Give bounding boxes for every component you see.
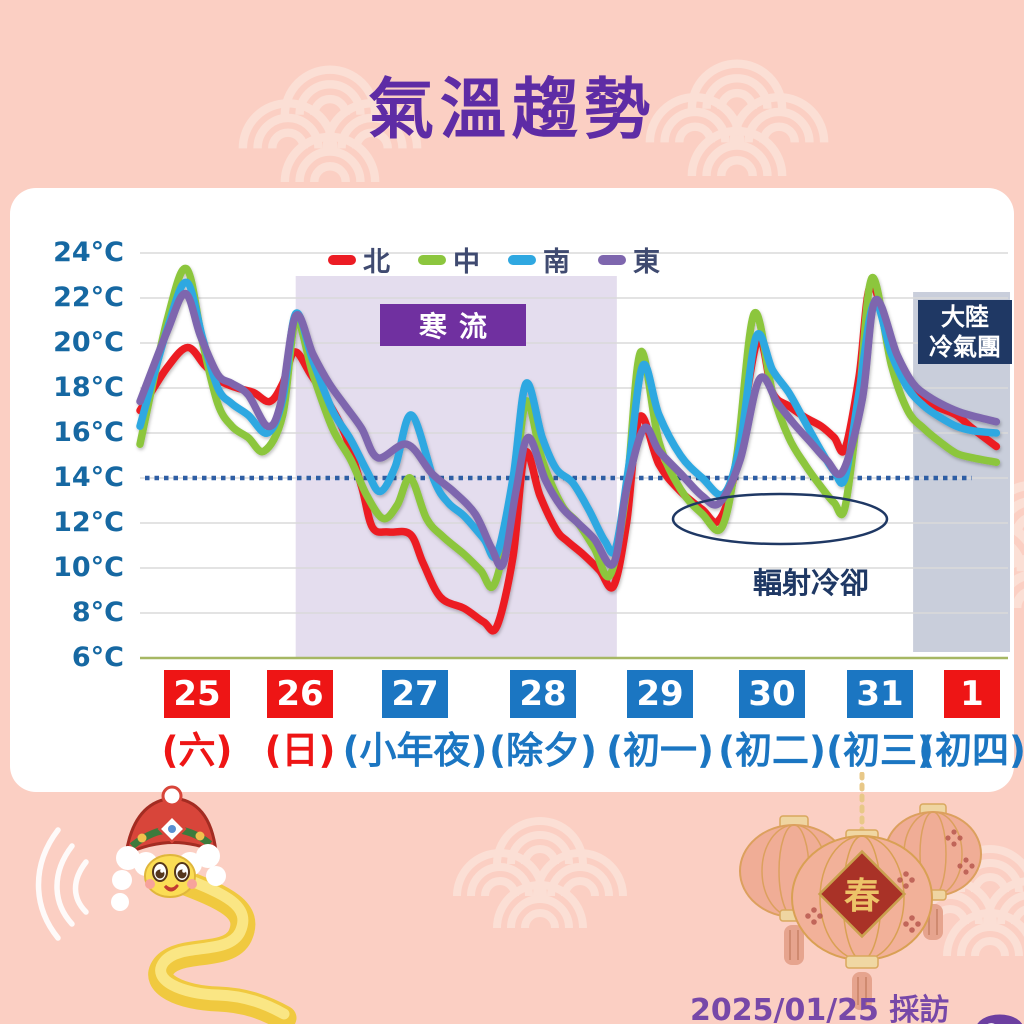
legend-item-中: 中: [418, 240, 480, 279]
y-tick-label: 22°C: [53, 282, 124, 313]
cold-wave-label: 寒流: [380, 304, 526, 346]
legend-label: 南: [543, 247, 570, 278]
date-box-26: 26: [267, 670, 333, 718]
y-tick-label: 16°C: [53, 417, 124, 448]
radiative-cooling-label: 輻射冷卻: [752, 566, 869, 600]
date-weekday-label: (小年夜): [342, 729, 488, 772]
temperature-series: [136, 264, 1001, 635]
plum-blossoms: [805, 871, 921, 933]
snake-lion-dance-mascot: [35, 785, 297, 1024]
date-box-28: 28: [510, 670, 576, 718]
y-tick-label: 14°C: [53, 462, 124, 493]
date-box-29: 29: [627, 670, 693, 718]
continental-line2: 冷氣團: [929, 333, 1001, 361]
date-box-25: 25: [164, 670, 230, 718]
legend-dash-icon: [508, 254, 536, 265]
y-tick-label: 24°C: [53, 237, 124, 268]
wind-lines-icon: [35, 827, 89, 941]
plum-blossoms: [945, 829, 975, 875]
spring-diamond: [817, 849, 907, 939]
legend-dash-icon: [418, 254, 446, 265]
series-line-東: [136, 289, 1001, 571]
date-weekday-label: (初二): [718, 729, 826, 772]
radiative-cooling-ellipse: [671, 492, 889, 546]
snake-body: [148, 867, 297, 1024]
wave-cluster: [453, 817, 627, 929]
legend-dash-icon: [598, 254, 626, 265]
date-weekday-label: (日): [264, 729, 336, 772]
y-tick-label: 6°C: [71, 642, 124, 673]
snake-face: [144, 854, 197, 898]
date-weekday-label: (初三): [826, 729, 934, 772]
legend-item-南: 南: [508, 240, 570, 279]
date-weekday-label: (初四): [918, 729, 1024, 772]
wave-cluster: [645, 59, 829, 177]
chart-legend: 北中南東: [328, 240, 660, 279]
legend-item-北: 北: [328, 240, 390, 279]
date-box-1: 1: [944, 670, 1000, 718]
date-box-31: 31: [847, 670, 913, 718]
legend-item-東: 東: [598, 240, 660, 279]
y-tick-label: 18°C: [53, 372, 124, 403]
date-weekday-label: (除夕): [489, 729, 597, 772]
date-weekday-label: (初一): [606, 729, 714, 772]
date-box-30: 30: [739, 670, 805, 718]
y-tick-label: 10°C: [53, 552, 124, 583]
continental-cold-airmass-label: 大陸 冷氣團: [918, 300, 1012, 364]
legend-label: 中: [453, 247, 480, 278]
weather-agency-logo-icon: [976, 1014, 1022, 1024]
chart-card: 24°C 22°C 20°C 18°C 16°C 14°C 12°C 10°C 8°C 6°C 北…: [10, 188, 1024, 792]
y-tick-label: 12°C: [53, 507, 124, 538]
credit-text: 2025/01/25 採訪製圖: [690, 993, 950, 1024]
spring-character: 春: [844, 876, 880, 917]
legend-label: 北: [363, 247, 390, 278]
legend-dash-icon: [328, 254, 356, 265]
page-title: 氣溫趨勢: [368, 71, 656, 148]
legend-label: 東: [633, 247, 660, 278]
new-year-lanterns: 春: [739, 772, 982, 1010]
wave-cluster: [238, 65, 422, 183]
y-tick-label: 8°C: [71, 597, 124, 628]
lantern-center: 春: [791, 829, 933, 1010]
date-weekday-label: (六): [161, 729, 233, 772]
credit: 2025/01/25 採訪製圖: [690, 985, 1024, 1024]
date-box-27: 27: [382, 670, 448, 718]
y-tick-label: 20°C: [53, 327, 124, 358]
lion-dance-hood: [111, 785, 226, 911]
continental-line1: 大陸: [941, 303, 989, 331]
